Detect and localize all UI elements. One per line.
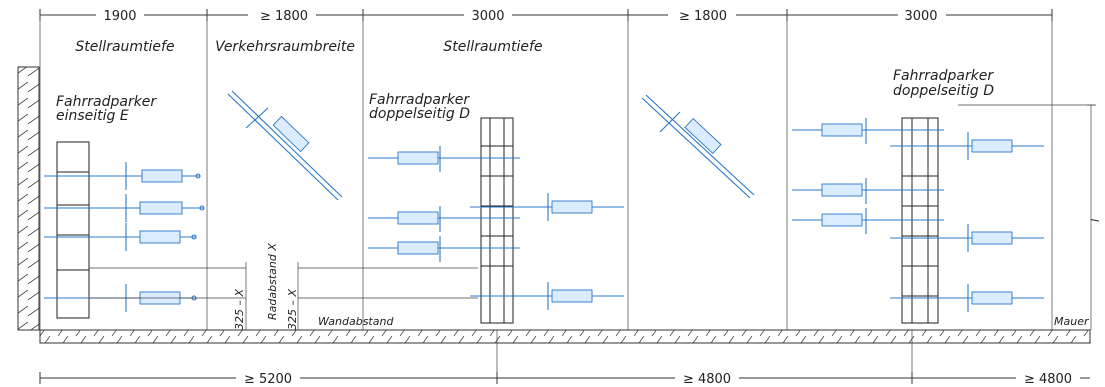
bike-diagonal-1	[227, 90, 343, 201]
left-wall	[17, 66, 40, 331]
bike-d1-3	[368, 236, 520, 262]
rack-e	[56, 141, 90, 319]
bike-d2-2	[792, 178, 944, 204]
right-dim-label: l	[1089, 219, 1102, 222]
bike-e-3	[44, 223, 197, 251]
bike-d2-3	[792, 208, 944, 234]
dim-top-3: 3000	[471, 9, 504, 24]
dim-top-1: 1900	[103, 9, 136, 24]
dim-top-2: ≥ 1800	[260, 9, 308, 24]
right-dimension	[958, 104, 1096, 330]
ground-slab	[18, 329, 1091, 344]
parker-e-type: einseitig E	[56, 108, 129, 124]
zone-label-stellraum-1: Stellraumtiefe	[75, 39, 174, 55]
bike-d2-4	[890, 132, 1044, 160]
zone-label-stellraum-2: Stellraumtiefe	[443, 39, 542, 55]
parker-d1-title: Fahrradparker	[369, 92, 470, 108]
bike-d2-5	[890, 224, 1044, 252]
bottom-dimension-line	[39, 372, 1090, 384]
spacing-label-1: 325 – X	[233, 289, 246, 330]
spacing-lines-2	[297, 262, 478, 330]
zone-dividers	[39, 15, 1053, 378]
bike-d1-2	[368, 206, 520, 232]
bike-e-2	[44, 194, 205, 222]
wandabstand-label: Wandabstand	[318, 315, 394, 328]
parker-d1-type: doppelseitig D	[369, 106, 470, 122]
bike-d2-1	[792, 118, 944, 144]
mauer-label: Mauer	[1054, 315, 1090, 328]
bike-d1-1	[368, 146, 520, 172]
spacing-lines-1	[89, 262, 247, 330]
bike-d1-5	[470, 282, 624, 310]
parker-e-title: Fahrradparker	[56, 94, 157, 110]
bike-d2-6	[890, 284, 1044, 312]
rack-d1	[480, 117, 514, 324]
zone-label-verkehrsraum: Verkehrsraumbreite	[215, 39, 355, 55]
dim-bottom-3: ≥ 4800	[1024, 372, 1072, 387]
dim-bottom-2: ≥ 4800	[683, 372, 731, 387]
dim-bottom-1: ≥ 5200	[244, 372, 292, 387]
parker-d2-type: doppelseitig D	[893, 83, 994, 99]
dim-top-5: 3000	[904, 9, 937, 24]
radabstand-label: Radabstand X	[266, 243, 279, 320]
parker-d2-title: Fahrradparker	[893, 68, 994, 84]
bike-e-1	[44, 162, 201, 190]
bike-diagonal-2	[641, 94, 755, 199]
dim-top-4: ≥ 1800	[679, 9, 727, 24]
spacing-label-2: 325 – X	[286, 289, 299, 330]
bike-d1-4	[470, 193, 624, 221]
